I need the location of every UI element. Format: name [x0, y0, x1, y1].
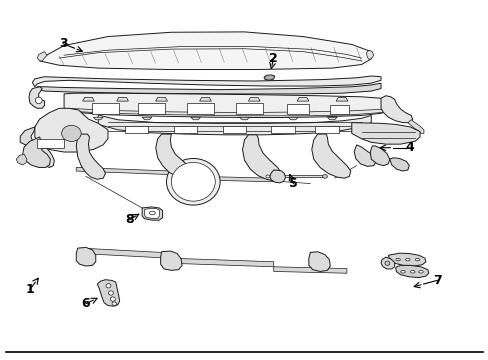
Ellipse shape [322, 175, 327, 178]
Polygon shape [29, 87, 44, 108]
Bar [222, 126, 245, 134]
Polygon shape [76, 134, 105, 179]
Bar [187, 103, 214, 114]
Polygon shape [308, 252, 330, 271]
Polygon shape [22, 137, 50, 167]
Text: 5: 5 [288, 177, 297, 190]
Bar [286, 104, 308, 114]
Polygon shape [160, 251, 182, 270]
Polygon shape [168, 258, 273, 267]
Polygon shape [395, 265, 428, 278]
Polygon shape [156, 134, 191, 178]
Ellipse shape [405, 258, 409, 261]
Polygon shape [351, 123, 419, 144]
Ellipse shape [108, 291, 113, 295]
Text: 2: 2 [269, 51, 278, 64]
Text: 8: 8 [125, 213, 134, 226]
Polygon shape [35, 108, 108, 152]
Polygon shape [142, 207, 162, 220]
Polygon shape [248, 98, 260, 101]
Ellipse shape [106, 284, 111, 288]
Polygon shape [69, 108, 390, 116]
Polygon shape [242, 135, 281, 181]
Polygon shape [311, 134, 350, 178]
Polygon shape [327, 117, 336, 120]
Polygon shape [76, 247, 96, 266]
Bar [37, 139, 64, 148]
Polygon shape [387, 253, 425, 266]
Bar [329, 105, 348, 114]
Polygon shape [190, 117, 200, 120]
Polygon shape [20, 127, 49, 148]
Polygon shape [142, 117, 152, 120]
Ellipse shape [265, 175, 269, 178]
Polygon shape [93, 117, 103, 120]
Text: 1: 1 [25, 283, 34, 296]
Polygon shape [273, 267, 346, 273]
Polygon shape [64, 93, 390, 118]
Polygon shape [335, 98, 347, 101]
Polygon shape [76, 167, 171, 175]
Ellipse shape [166, 158, 220, 205]
Bar [173, 126, 197, 134]
Polygon shape [380, 96, 412, 123]
Ellipse shape [395, 258, 400, 261]
Ellipse shape [418, 271, 422, 273]
Polygon shape [144, 208, 159, 219]
Polygon shape [407, 120, 423, 134]
Polygon shape [369, 146, 389, 166]
Text: 3: 3 [59, 37, 67, 50]
Polygon shape [271, 175, 325, 177]
Ellipse shape [35, 97, 42, 104]
Polygon shape [40, 32, 370, 69]
Polygon shape [380, 257, 394, 269]
Polygon shape [81, 248, 168, 258]
Bar [315, 126, 338, 134]
Polygon shape [239, 117, 249, 120]
Polygon shape [40, 148, 54, 167]
Polygon shape [98, 115, 370, 135]
Ellipse shape [112, 302, 116, 306]
Polygon shape [82, 98, 94, 101]
Polygon shape [32, 76, 380, 87]
Ellipse shape [61, 125, 81, 141]
Polygon shape [199, 98, 211, 101]
Ellipse shape [149, 211, 155, 215]
Bar [92, 103, 119, 114]
Ellipse shape [110, 297, 115, 301]
Polygon shape [264, 75, 274, 80]
Polygon shape [16, 154, 27, 165]
Polygon shape [353, 145, 375, 166]
Polygon shape [269, 170, 285, 183]
Text: 4: 4 [405, 141, 414, 154]
Bar [271, 126, 294, 134]
Polygon shape [156, 98, 167, 101]
Polygon shape [37, 83, 380, 94]
Polygon shape [389, 158, 408, 171]
Text: 7: 7 [432, 274, 441, 287]
Polygon shape [171, 176, 273, 182]
Polygon shape [288, 117, 298, 120]
Polygon shape [297, 98, 308, 101]
Ellipse shape [171, 162, 215, 201]
Bar [138, 103, 165, 114]
Polygon shape [97, 280, 120, 306]
Ellipse shape [415, 258, 419, 261]
Polygon shape [117, 98, 128, 101]
Ellipse shape [384, 261, 389, 265]
Ellipse shape [410, 271, 414, 273]
Bar [125, 126, 148, 134]
Polygon shape [37, 51, 47, 61]
Text: 6: 6 [81, 297, 90, 310]
Polygon shape [366, 50, 373, 59]
Ellipse shape [400, 271, 405, 273]
Bar [236, 103, 262, 114]
